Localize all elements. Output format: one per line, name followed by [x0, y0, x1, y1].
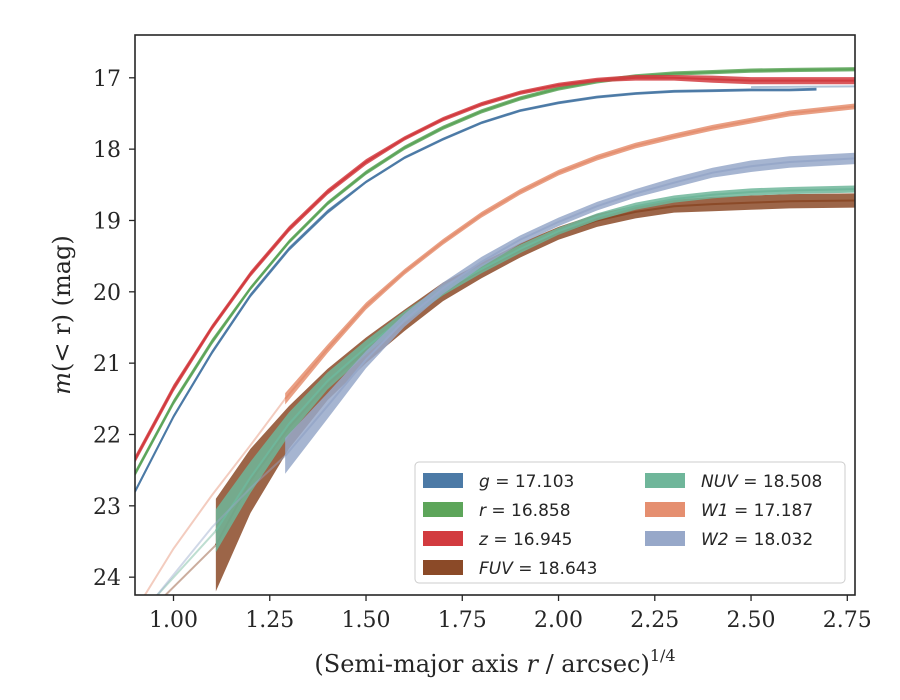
legend-item-nuv: NUV = 18.508	[645, 472, 822, 492]
y-axis-label: m(< r) (mag)	[48, 235, 76, 395]
legend-swatch	[645, 502, 685, 517]
x-axis-label-prefix: (Semi-major axis	[314, 650, 526, 678]
series-w2-extrapolation	[155, 455, 286, 595]
series-z-line	[135, 76, 855, 460]
series-g-line	[135, 88, 817, 493]
series-r-line	[135, 68, 855, 475]
legend-item-g: g = 17.103	[423, 472, 574, 492]
series-w2-line	[284, 157, 855, 457]
series-nuv	[156, 185, 855, 595]
series-fuv-extrapolation	[164, 544, 217, 595]
series-g	[135, 85, 855, 494]
legend-label: FUV = 18.643	[479, 559, 597, 579]
legend-label: z = 16.945	[478, 530, 572, 550]
legend-swatch	[423, 473, 463, 488]
x-tick-label: 2.25	[630, 608, 679, 633]
x-axis-label-var: r	[526, 650, 539, 678]
y-axis-label-var: m	[48, 372, 76, 395]
series-nuv-line	[215, 188, 855, 532]
x-axis-label: (Semi-major axis r / arcsec)1/4	[314, 646, 675, 678]
legend-item-r: r = 16.858	[423, 501, 571, 521]
x-tick-label: 1.00	[149, 608, 198, 633]
x-axis-label-suffix: / arcsec)	[538, 650, 650, 678]
y-tick-label: 24	[93, 566, 121, 591]
y-axis-label-rest: (< r) (mag)	[48, 235, 76, 372]
series-nuv-extrapolation	[156, 530, 217, 595]
legend-label: W1 = 17.187	[701, 501, 813, 521]
legend-swatch	[423, 560, 463, 575]
legend-swatch	[645, 473, 685, 488]
series-r	[135, 67, 855, 477]
series-w1-line	[284, 105, 855, 400]
x-tick-label: 2.75	[823, 608, 872, 633]
legend-swatch	[645, 531, 685, 546]
series-z	[135, 74, 855, 464]
legend: g = 17.103 r = 16.858 z = 16.945 FUV = 18.6…	[414, 461, 846, 584]
legend-item-fuv: FUV = 18.643	[423, 559, 597, 579]
series-nuv-band	[215, 185, 855, 553]
legend-label: NUV = 18.508	[701, 472, 822, 492]
legend-label: g = 17.103	[479, 472, 574, 492]
y-tick-label: 18	[93, 138, 121, 163]
y-axis: 17 18 19 20 21 22 23 24	[93, 67, 135, 591]
x-tick-label: 2.50	[727, 608, 776, 633]
series-g-extrapolation	[751, 85, 855, 89]
series-w2	[155, 152, 855, 595]
x-tick-label: 1.50	[342, 608, 391, 633]
legend-item-w2: W2 = 18.032	[645, 530, 813, 550]
x-tick-label: 2.00	[534, 608, 583, 633]
legend-item-w1: W1 = 17.187	[645, 501, 813, 521]
x-tick-label: 1.25	[245, 608, 294, 633]
y-tick-label: 23	[93, 495, 121, 520]
x-tick-label: 1.75	[438, 608, 487, 633]
y-tick-label: 21	[93, 352, 121, 377]
series-layer	[135, 67, 855, 595]
plot-frame	[134, 34, 856, 596]
legend-swatch	[423, 531, 463, 546]
x-axis: 1.00 1.25 1.50 1.75 2.00 2.25 2.50 2.75	[149, 595, 872, 633]
legend-label: r = 16.858	[479, 501, 571, 521]
y-tick-label: 22	[93, 423, 121, 448]
x-axis-label-exponent: 1/4	[650, 646, 676, 665]
legend-item-z: z = 16.945	[423, 530, 572, 550]
legend-box	[414, 461, 846, 584]
series-w1	[143, 103, 855, 595]
y-tick-label: 19	[93, 209, 121, 234]
y-tick-label: 20	[93, 281, 121, 306]
legend-swatch	[423, 502, 463, 517]
series-w1-extrapolation	[143, 398, 286, 595]
legend-label: W2 = 18.032	[701, 530, 813, 550]
y-tick-label: 17	[93, 67, 121, 92]
